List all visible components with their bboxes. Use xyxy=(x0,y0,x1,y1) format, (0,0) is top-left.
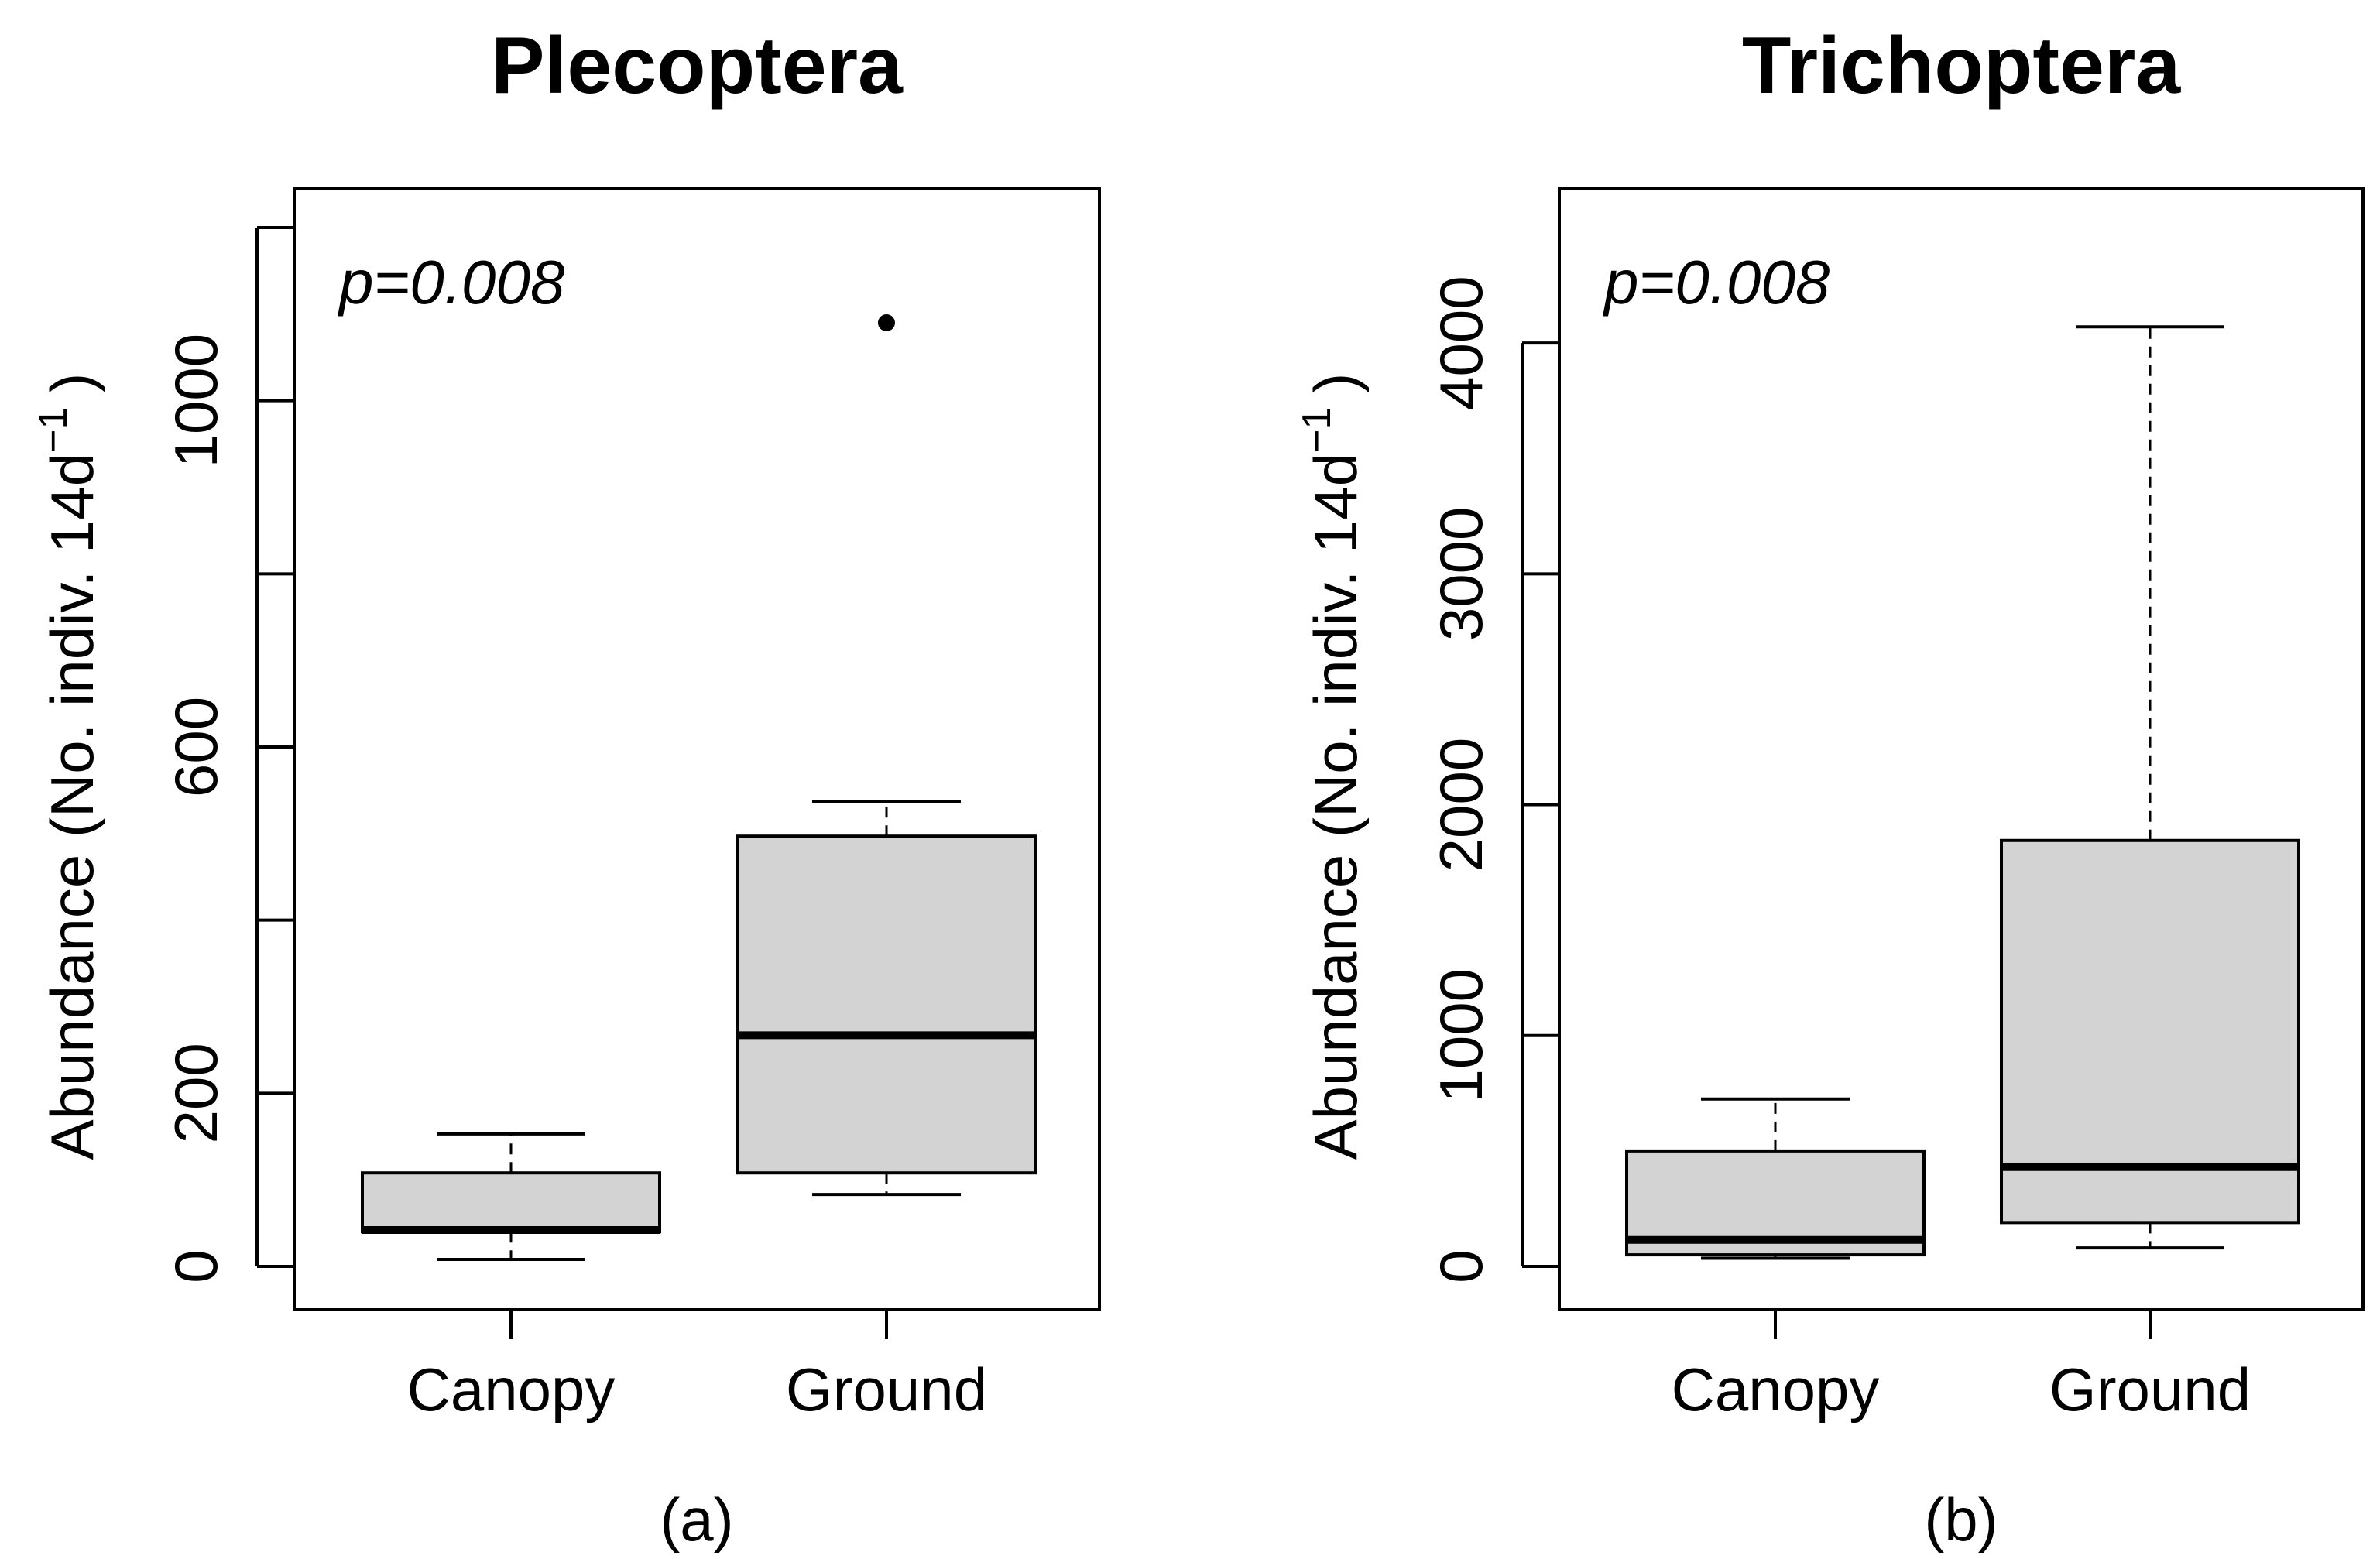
x-category-label: Canopy xyxy=(1672,1355,1880,1424)
y-tick-label: 2000 xyxy=(1427,738,1495,872)
x-category-label: Ground xyxy=(2049,1355,2251,1424)
box-ground: Ground xyxy=(736,314,1037,1424)
x-category-label: Canopy xyxy=(407,1355,616,1424)
y-tick-label: 200 xyxy=(162,1043,230,1143)
panel-label: (a) xyxy=(660,1485,733,1554)
y-tick-label: 0 xyxy=(1427,1249,1495,1283)
y-tick-label: 600 xyxy=(162,697,230,797)
x-category-label: Ground xyxy=(786,1355,987,1424)
outlier-point xyxy=(878,314,895,332)
y-axis-title-close: ) xyxy=(1301,373,1370,393)
iqr-box xyxy=(736,834,1037,1175)
y-axis-title-superscript: −1 xyxy=(31,407,76,453)
y-tick-label: 1000 xyxy=(162,334,230,468)
y-axis-title-main: Abundance (No. indiv. 14d xyxy=(38,453,106,1160)
y-axis-title: Abundance (No. indiv. 14d−1) xyxy=(1295,373,1370,1160)
p-value-annotation: p=0.008 xyxy=(338,248,565,317)
box-ground: Ground xyxy=(2000,325,2300,1424)
box-canopy: Canopy xyxy=(1625,1097,1926,1424)
y-axis-title-superscript: −1 xyxy=(1295,407,1339,453)
y-tick-label: 1000 xyxy=(1427,968,1495,1103)
y-axis-title: Abundance (No. indiv. 14d−1) xyxy=(31,373,106,1160)
y-tick-label: 4000 xyxy=(1427,276,1495,410)
plot-frame xyxy=(1558,187,2365,1311)
panel-b: Trichoptera 0 1000 2000 3000 4000 Abundance (N… xyxy=(1295,21,2365,1554)
y-axis-title-close: ) xyxy=(38,373,106,393)
p-value-annotation: p=0.008 xyxy=(1603,248,1830,317)
y-tick-label: 3000 xyxy=(1427,507,1495,642)
iqr-box xyxy=(2000,838,2300,1225)
box-canopy: Canopy xyxy=(361,1132,661,1424)
chart-title: Plecoptera xyxy=(491,21,904,111)
y-axis-title-main: Abundance (No. indiv. 14d xyxy=(1301,453,1370,1160)
plot-frame xyxy=(293,187,1101,1311)
chart-title: Trichoptera xyxy=(1742,21,2182,111)
panel-label: (b) xyxy=(1924,1485,1998,1554)
panel-a: Plecoptera 0 200 600 1000 Abundance (No. indi… xyxy=(31,21,1101,1554)
y-tick-label: 0 xyxy=(162,1249,230,1283)
iqr-box xyxy=(361,1171,661,1234)
